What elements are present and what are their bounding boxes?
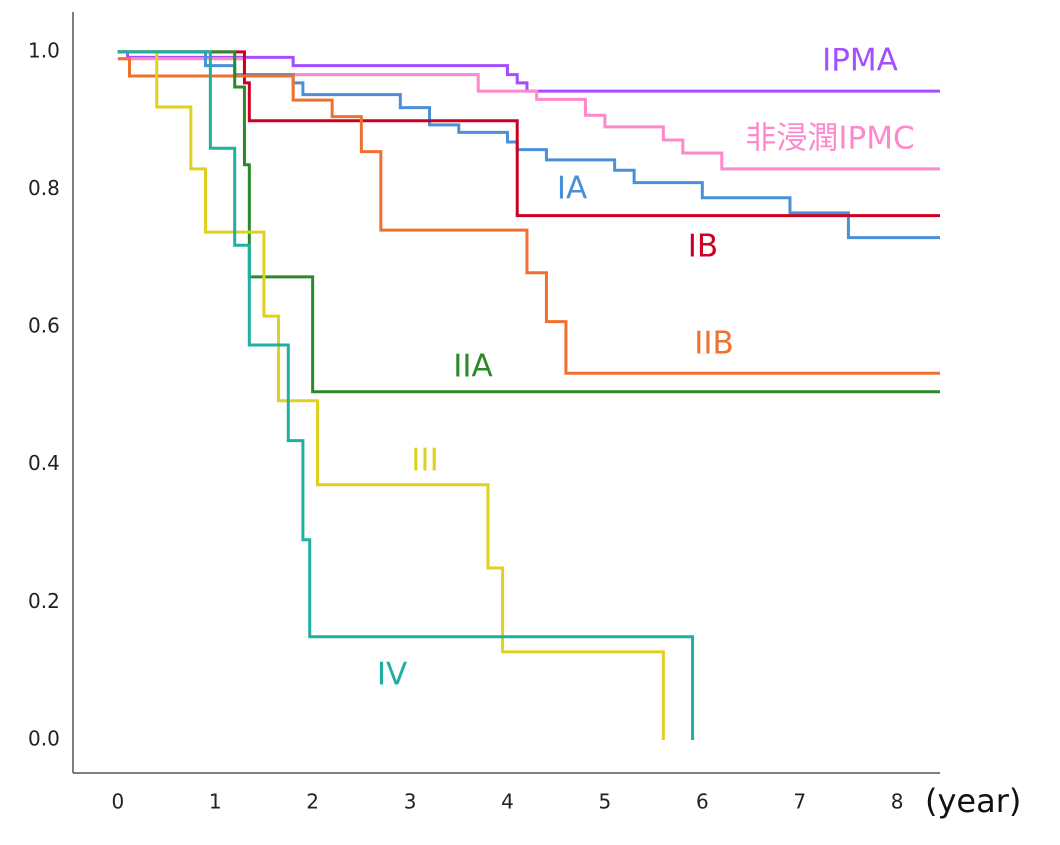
survival-line <box>117 57 940 171</box>
series-label: IIA <box>453 349 493 385</box>
survival-line <box>117 50 940 93</box>
survival-line <box>117 50 695 740</box>
x-tick-label: 7 <box>793 790 806 814</box>
survival-line <box>117 57 940 375</box>
series-label: IV <box>377 657 407 693</box>
series-label: 非浸潤IPMC <box>745 121 914 157</box>
x-tick-label: 1 <box>209 790 222 814</box>
y-tick-label: 0.8 <box>28 176 60 200</box>
x-tick-label: 3 <box>404 790 417 814</box>
y-tick-label: 0.6 <box>28 314 60 338</box>
x-tick-label: 0 <box>111 790 124 814</box>
series-label: IIB <box>694 326 734 362</box>
y-tick-label: 0.4 <box>28 451 60 475</box>
series-label: IB <box>688 229 718 265</box>
y-tick-label: 0.0 <box>28 726 60 750</box>
y-tick-label: 0.2 <box>28 589 60 613</box>
x-tick-label: 4 <box>501 790 514 814</box>
survival-line <box>117 50 665 740</box>
survival-line <box>117 50 940 394</box>
x-axis-label: (year) <box>925 782 1021 820</box>
x-tick-label: 2 <box>306 790 319 814</box>
x-tick-label: 8 <box>891 790 904 814</box>
series-label: IPMA <box>822 43 898 79</box>
x-tick-label: 6 <box>696 790 709 814</box>
x-tick-label: 5 <box>599 790 612 814</box>
series-label: III <box>411 443 438 479</box>
y-tick-label: 1.0 <box>28 38 60 62</box>
series-label: IA <box>557 171 587 207</box>
survival-line <box>117 50 940 218</box>
